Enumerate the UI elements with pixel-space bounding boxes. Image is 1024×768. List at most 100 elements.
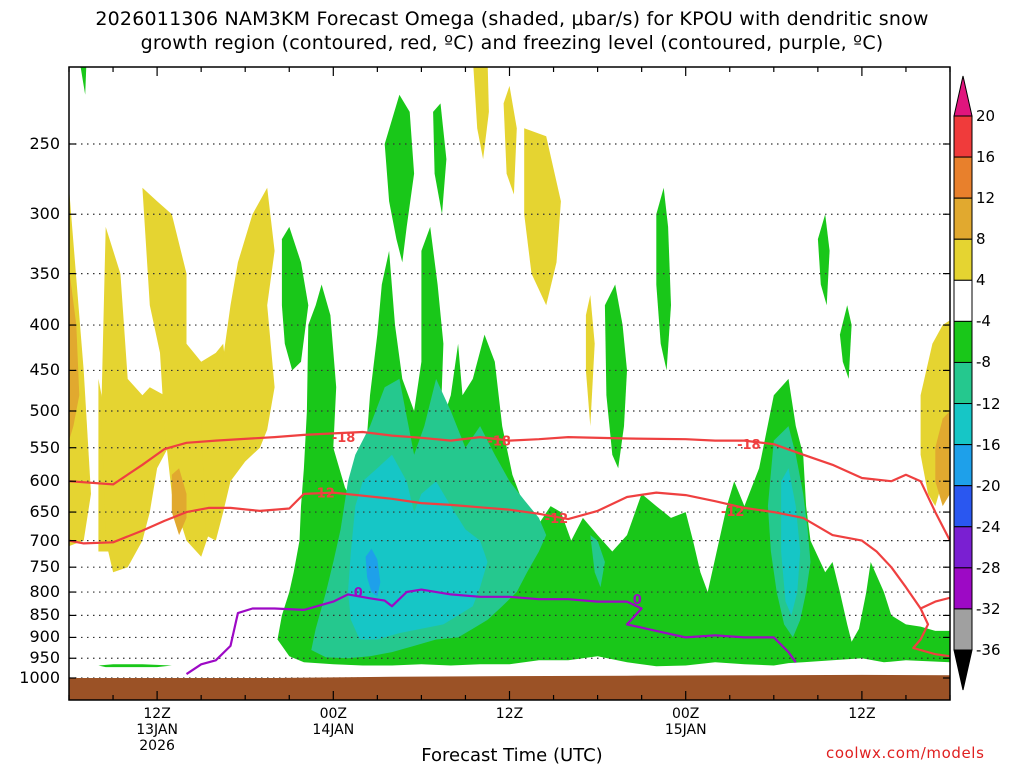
contour-label: 0 bbox=[633, 593, 642, 608]
x-tick-label-line: 00Z bbox=[671, 706, 700, 722]
ascent-strong-region bbox=[348, 454, 488, 640]
y-tick-label: 350 bbox=[29, 263, 60, 283]
y-tick-label: 850 bbox=[29, 605, 60, 625]
contour-label: -18 bbox=[487, 435, 511, 450]
descent-region bbox=[524, 128, 561, 306]
ascent-region bbox=[281, 226, 309, 371]
colorbar-swatch bbox=[953, 197, 973, 240]
ascent-region bbox=[80, 67, 87, 95]
dgz-contour-minus12-segment bbox=[920, 596, 950, 610]
ascent-region bbox=[604, 284, 627, 469]
descent-region bbox=[101, 226, 172, 573]
y-tick-label: 750 bbox=[29, 557, 60, 577]
colorbar-swatch bbox=[953, 444, 973, 487]
y-tick-label: 550 bbox=[29, 437, 60, 457]
colorbar-swatch bbox=[953, 238, 973, 281]
ground-layer bbox=[69, 674, 950, 700]
colorbar-swatch bbox=[953, 361, 973, 405]
colorbar-label: -16 bbox=[976, 435, 1001, 454]
y-tick-label: 450 bbox=[29, 360, 60, 380]
descent-region bbox=[503, 85, 517, 195]
ascent-region bbox=[433, 103, 447, 215]
colorbar-label: -36 bbox=[976, 641, 1001, 659]
colorbar-swatch bbox=[953, 608, 973, 651]
descent-moderate-region bbox=[935, 411, 950, 507]
contour-label: -18 bbox=[737, 438, 761, 453]
descent-region bbox=[69, 187, 91, 547]
colorbar-top-arrow bbox=[953, 75, 973, 117]
colorbar bbox=[953, 75, 973, 691]
colorbar-label: 16 bbox=[976, 148, 996, 167]
y-tick-label: 250 bbox=[29, 134, 60, 153]
colorbar-bottom-arrow bbox=[953, 649, 973, 691]
y-tick-label: 800 bbox=[29, 582, 60, 602]
dgz-contour-minus18 bbox=[69, 430, 950, 542]
y-tick-label: 1000 bbox=[19, 668, 60, 687]
colorbar-swatch bbox=[953, 279, 973, 322]
ascent-region bbox=[839, 305, 852, 379]
contour-label: -12 bbox=[311, 487, 335, 502]
ascent-region bbox=[656, 187, 671, 371]
contour-label: -12 bbox=[721, 505, 745, 520]
colorbar-label: 12 bbox=[976, 189, 996, 208]
x-tick-label-line: 2026 bbox=[139, 738, 175, 754]
ascent-region bbox=[384, 94, 415, 263]
omega-shading-layer bbox=[69, 67, 950, 668]
y-tick-label: 650 bbox=[29, 502, 60, 522]
x-tick-label: 12Z bbox=[822, 706, 902, 722]
ascent-very-strong-region bbox=[365, 548, 381, 597]
y-tick-label: 500 bbox=[29, 401, 60, 420]
colorbar-label: 4 bbox=[976, 271, 986, 290]
contour-label: -12 bbox=[545, 512, 569, 527]
colorbar-label: -8 bbox=[976, 353, 991, 372]
colorbar-swatch bbox=[953, 526, 973, 569]
colorbar-label: -24 bbox=[976, 517, 1001, 536]
x-tick-label-line: 13JAN bbox=[136, 722, 178, 738]
descent-moderate-region bbox=[171, 468, 187, 536]
freezing-level-contour bbox=[185, 588, 797, 676]
contour-label-layer: -18 -18 -18 -12 -12 -12 0 0 bbox=[311, 431, 761, 608]
colorbar-swatch bbox=[953, 320, 973, 363]
contour-label: 0 bbox=[354, 586, 363, 601]
plot-frame bbox=[68, 66, 951, 701]
descent-region bbox=[201, 187, 275, 541]
chart-title-line-2: growth region (contoured, red, ºC) and f… bbox=[140, 32, 884, 54]
colorbar-label: 20 bbox=[976, 107, 996, 125]
colorbar-swatch bbox=[953, 156, 973, 199]
chart-title-line-1: 2026011306 NAM3KM Forecast Omega (shaded… bbox=[95, 8, 929, 30]
credit-link[interactable]: coolwx.com/models bbox=[826, 744, 985, 762]
ascent-region bbox=[98, 664, 172, 668]
x-tick-label-line: 15JAN bbox=[664, 722, 707, 738]
y-tick-label: 600 bbox=[29, 471, 60, 491]
x-axis-title: Forecast Time (UTC) bbox=[421, 745, 603, 766]
x-tick-label-line: 00Z bbox=[319, 706, 347, 722]
x-tick-label-line: 12Z bbox=[143, 706, 171, 722]
ascent-strong-region bbox=[781, 468, 801, 616]
colorbar-swatch bbox=[953, 403, 973, 446]
contour-layer bbox=[69, 430, 950, 676]
dgz-contour-minus12 bbox=[69, 491, 950, 658]
colorbar-label: -32 bbox=[976, 599, 1001, 618]
y-tick-label: 700 bbox=[29, 530, 60, 550]
colorbar-swatch bbox=[953, 567, 973, 610]
contour-label: -18 bbox=[332, 431, 356, 446]
colorbar-swatch bbox=[953, 115, 973, 158]
colorbar-label: -20 bbox=[976, 476, 1001, 495]
ascent-moderate-region bbox=[590, 535, 605, 588]
colorbar-label: -28 bbox=[976, 558, 1001, 577]
y-tick-label: 950 bbox=[29, 648, 60, 668]
colorbar-swatch bbox=[953, 485, 973, 528]
x-tick-label-line: 12Z bbox=[495, 706, 524, 722]
ascent-region bbox=[817, 214, 830, 306]
descent-moderate-region bbox=[69, 268, 80, 441]
x-tick-label-line: 14JAN bbox=[312, 722, 355, 738]
x-tick-label: 12Z bbox=[470, 706, 550, 722]
colorbar-label: -12 bbox=[976, 394, 1001, 413]
y-tick-label: 400 bbox=[29, 315, 60, 335]
colorbar-label: -4 bbox=[976, 312, 991, 331]
x-tick-label-line: 12Z bbox=[848, 706, 876, 722]
x-tick-label: 12Z 13JAN 2026 bbox=[117, 706, 197, 754]
x-tick-label: 00Z 14JAN bbox=[293, 706, 373, 738]
descent-region bbox=[473, 67, 489, 160]
